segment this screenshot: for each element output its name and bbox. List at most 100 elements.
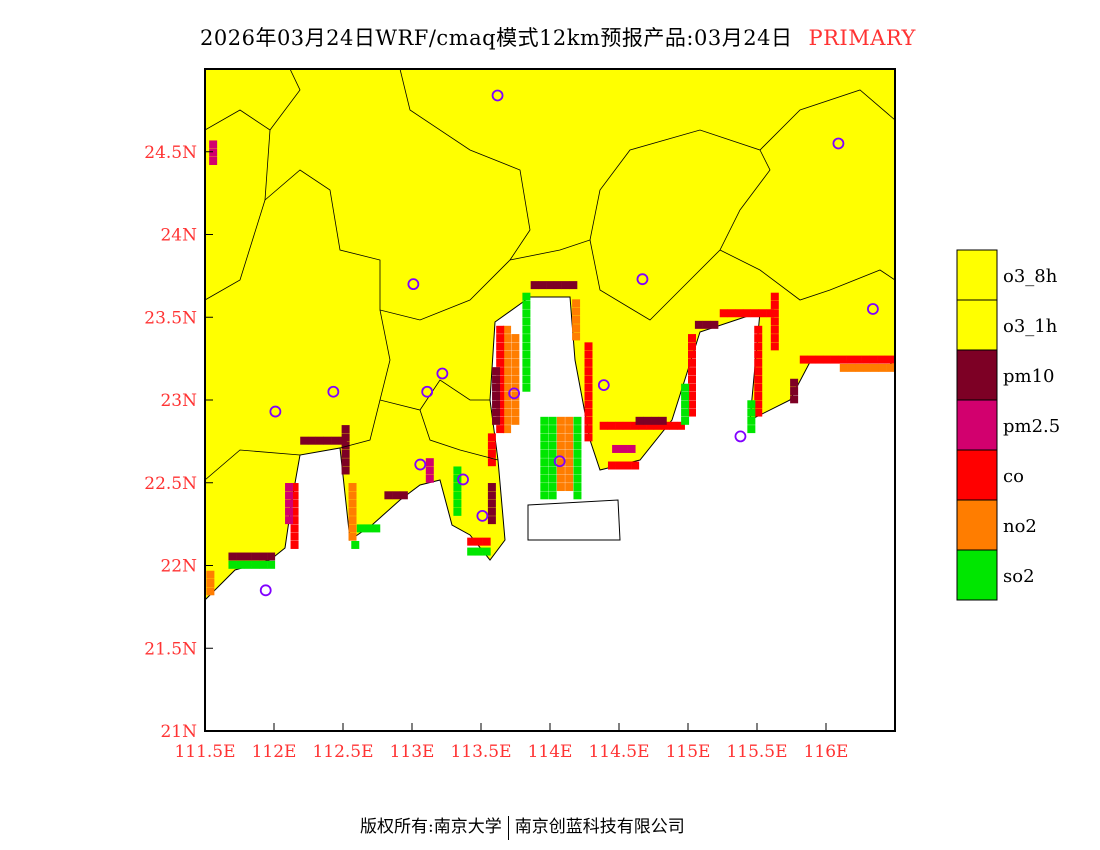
legend-swatch bbox=[956, 499, 998, 551]
lon-tick-label: 111.5E bbox=[174, 742, 235, 762]
lon-tick-label: 115E bbox=[666, 742, 711, 762]
cell-so2 bbox=[573, 458, 582, 467]
cell-no2 bbox=[855, 363, 864, 372]
legend-swatch bbox=[956, 349, 998, 401]
cell-co bbox=[599, 421, 608, 430]
cell-no2 bbox=[565, 416, 574, 425]
map-title: 2026年03月24日WRF/cmaq模式12km预报产品:03月24日 PRIM… bbox=[200, 22, 916, 52]
cell-pm10 bbox=[267, 552, 276, 561]
cell-co bbox=[623, 461, 632, 470]
cell-co bbox=[770, 292, 779, 301]
city-marker bbox=[269, 405, 282, 418]
cell-co bbox=[630, 421, 639, 430]
cell-so2 bbox=[573, 466, 582, 475]
title-text: 2026年03月24日WRF/cmaq模式12km预报产品:03月24日 bbox=[200, 26, 793, 50]
cell-so2 bbox=[259, 560, 268, 569]
cell-so2 bbox=[573, 416, 582, 425]
cell-so2 bbox=[522, 383, 531, 392]
cell-so2 bbox=[548, 483, 557, 492]
cell-co bbox=[496, 350, 505, 359]
cell-co bbox=[615, 461, 624, 470]
cell-co bbox=[750, 309, 759, 318]
cell-so2 bbox=[228, 560, 237, 569]
city-marker bbox=[734, 430, 747, 443]
cell-pm10 bbox=[635, 416, 644, 425]
cell-so2 bbox=[548, 433, 557, 442]
cell-co bbox=[290, 507, 299, 516]
cell-pm10 bbox=[236, 552, 245, 561]
city-marker bbox=[832, 137, 845, 150]
cell-co bbox=[290, 516, 299, 525]
cell-so2 bbox=[681, 400, 690, 409]
cell-pm25 bbox=[285, 499, 294, 508]
cell-co bbox=[631, 461, 640, 470]
lon-tick-label: 112.5E bbox=[312, 742, 373, 762]
cell-co bbox=[607, 461, 616, 470]
cell-pm10 bbox=[530, 281, 539, 290]
cell-co bbox=[290, 532, 299, 541]
cell-pm10 bbox=[341, 466, 350, 475]
city-marker bbox=[553, 455, 566, 468]
cell-co bbox=[770, 317, 779, 326]
cell-no2 bbox=[511, 334, 520, 343]
cell-so2 bbox=[573, 474, 582, 483]
cell-so2 bbox=[573, 425, 582, 434]
cell-no2 bbox=[565, 466, 574, 475]
cell-so2 bbox=[540, 491, 549, 500]
cell-no2 bbox=[503, 408, 512, 417]
cell-so2 bbox=[522, 334, 531, 343]
cell-so2 bbox=[372, 524, 381, 533]
city-marker bbox=[414, 458, 427, 471]
cell-so2 bbox=[681, 383, 690, 392]
cell-no2 bbox=[556, 483, 565, 492]
cell-no2 bbox=[565, 425, 574, 434]
cell-co bbox=[770, 342, 779, 351]
cell-pm10 bbox=[487, 499, 496, 508]
cell-pm25 bbox=[285, 507, 294, 516]
cell-co bbox=[496, 408, 505, 417]
lat-tick-label: 22N bbox=[160, 557, 197, 577]
cell-co bbox=[584, 350, 593, 359]
cell-so2 bbox=[453, 466, 462, 475]
cell-so2 bbox=[540, 441, 549, 450]
city-marker bbox=[636, 273, 649, 286]
cell-co bbox=[877, 355, 886, 364]
cell-no2 bbox=[503, 358, 512, 367]
legend: o3_8h o3_1h pm10 pm2.5 co no2 so2 bbox=[956, 249, 1060, 601]
cell-no2 bbox=[572, 307, 581, 316]
cell-co bbox=[290, 483, 299, 492]
cell-no2 bbox=[556, 416, 565, 425]
cell-pm10 bbox=[315, 436, 324, 445]
cell-co bbox=[669, 421, 678, 430]
cell-so2 bbox=[573, 483, 582, 492]
cell-co bbox=[622, 421, 631, 430]
cell-co bbox=[754, 400, 763, 409]
lon-tick-label: 114.5E bbox=[588, 742, 649, 762]
cell-pm10 bbox=[251, 552, 260, 561]
city-marker bbox=[457, 473, 469, 486]
cell-no2 bbox=[565, 433, 574, 442]
cell-no2 bbox=[511, 367, 520, 376]
cell-pm10 bbox=[561, 281, 570, 290]
copyright-right: 南京创蓝科技有限公司 bbox=[514, 817, 685, 837]
footer-divider bbox=[507, 815, 509, 840]
cell-no2 bbox=[348, 507, 357, 516]
lon-tick-label: 112E bbox=[252, 742, 297, 762]
cell-so2 bbox=[467, 547, 476, 556]
cell-co bbox=[615, 421, 624, 430]
cell-no2 bbox=[565, 441, 574, 450]
cell-pm10 bbox=[651, 416, 660, 425]
cell-pm10 bbox=[538, 281, 547, 290]
cell-pm10 bbox=[384, 491, 393, 500]
cell-so2 bbox=[573, 433, 582, 442]
cell-so2 bbox=[540, 449, 549, 458]
cell-pm25 bbox=[285, 491, 294, 500]
cell-co bbox=[727, 309, 736, 318]
cell-co bbox=[496, 367, 505, 376]
cell-no2 bbox=[503, 400, 512, 409]
city-marker bbox=[407, 278, 420, 291]
legend-label: no2 bbox=[1003, 516, 1037, 537]
cell-no2 bbox=[348, 491, 357, 500]
cell-co bbox=[754, 383, 763, 392]
cell-no2 bbox=[511, 416, 520, 425]
